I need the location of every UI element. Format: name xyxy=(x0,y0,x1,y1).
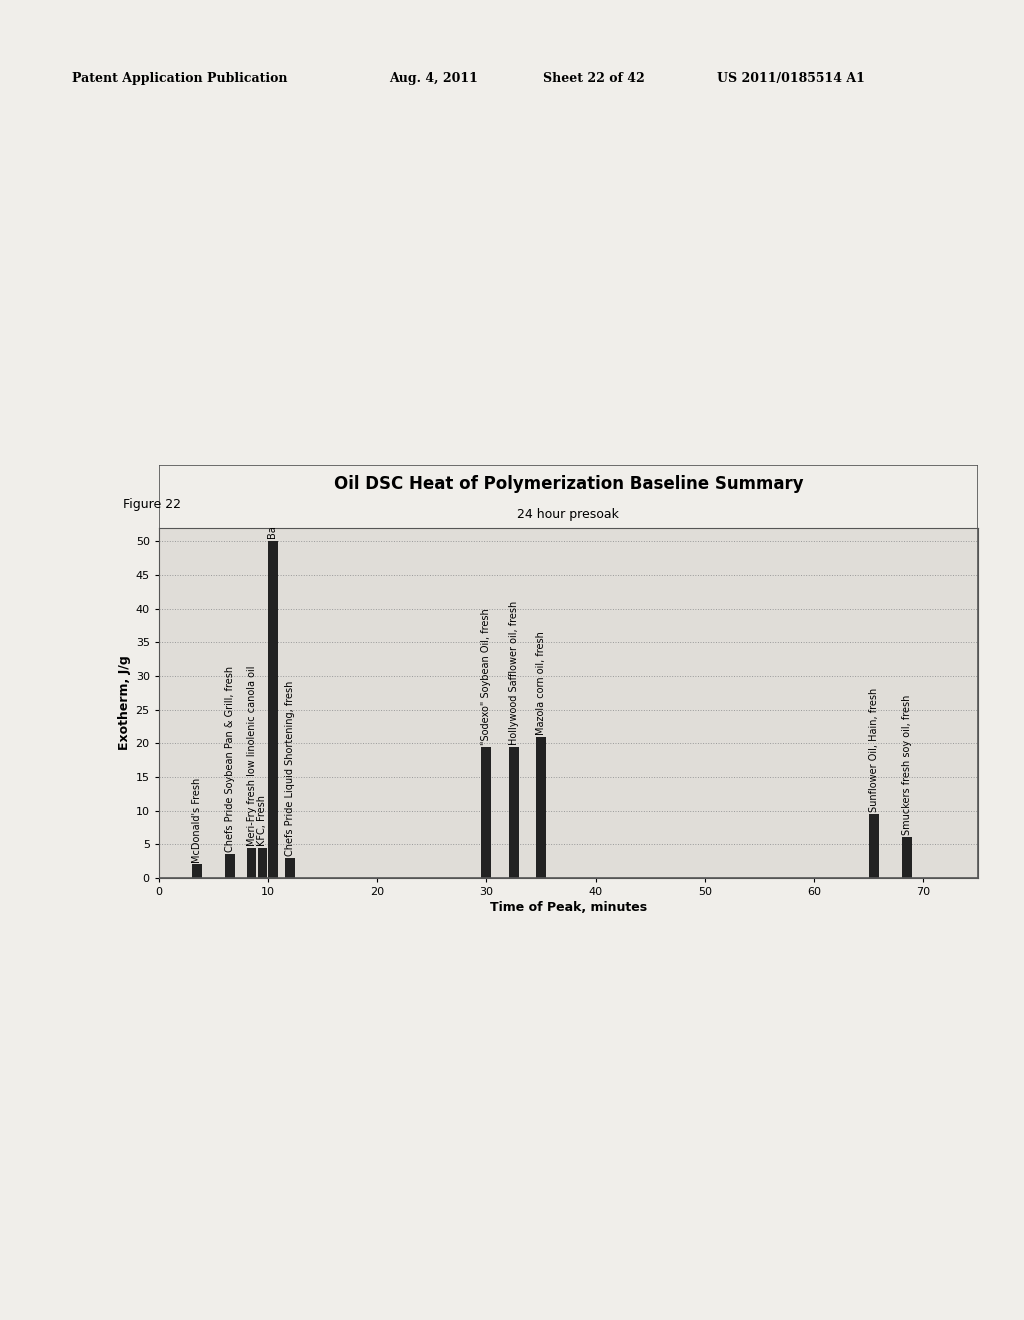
Text: Aug. 4, 2011: Aug. 4, 2011 xyxy=(389,71,478,84)
Bar xyxy=(537,737,546,878)
Text: Sunflower Oil, Hain, fresh: Sunflower Oil, Hain, fresh xyxy=(869,688,880,812)
Text: Sheet 22 of 42: Sheet 22 of 42 xyxy=(543,71,644,84)
Text: Smuckers fresh soy oil, fresh: Smuckers fresh soy oil, fresh xyxy=(902,696,912,836)
Bar xyxy=(258,847,267,878)
Text: Bakers Chef Soybean Oil, Fresh: Bakers Chef Soybean Oil, Fresh xyxy=(268,387,279,540)
Bar xyxy=(902,837,911,878)
Bar xyxy=(509,747,518,878)
Bar xyxy=(869,814,879,878)
Text: Hollywood Safflower oil, fresh: Hollywood Safflower oil, fresh xyxy=(509,601,519,744)
Text: McDonald's Fresh: McDonald's Fresh xyxy=(191,777,202,863)
Bar xyxy=(285,858,295,878)
Text: Chefs Pride Soybean Pan & Grill, fresh: Chefs Pride Soybean Pan & Grill, fresh xyxy=(224,667,234,853)
Text: Mazola corn oil, fresh: Mazola corn oil, fresh xyxy=(536,631,546,734)
Bar xyxy=(481,747,492,878)
Text: 24 hour presoak: 24 hour presoak xyxy=(517,508,620,520)
Text: "Sodexo" Soybean Oil, fresh: "Sodexo" Soybean Oil, fresh xyxy=(481,607,492,744)
Text: Figure 22: Figure 22 xyxy=(123,498,181,511)
Text: US 2011/0185514 A1: US 2011/0185514 A1 xyxy=(717,71,864,84)
Bar xyxy=(268,541,279,878)
Bar xyxy=(247,847,256,878)
Bar xyxy=(193,865,202,878)
Text: KFC, Fresh: KFC, Fresh xyxy=(257,795,267,846)
Text: Meri-Fry fresh low linolenic canola oil: Meri-Fry fresh low linolenic canola oil xyxy=(247,665,257,846)
Text: Oil DSC Heat of Polymerization Baseline Summary: Oil DSC Heat of Polymerization Baseline … xyxy=(334,475,803,492)
Y-axis label: Exotherm, J/g: Exotherm, J/g xyxy=(119,656,131,750)
X-axis label: Time of Peak, minutes: Time of Peak, minutes xyxy=(489,902,647,913)
Text: Patent Application Publication: Patent Application Publication xyxy=(72,71,287,84)
Text: Chefs Pride Liquid Shortening, fresh: Chefs Pride Liquid Shortening, fresh xyxy=(285,680,295,855)
Bar xyxy=(225,854,234,878)
